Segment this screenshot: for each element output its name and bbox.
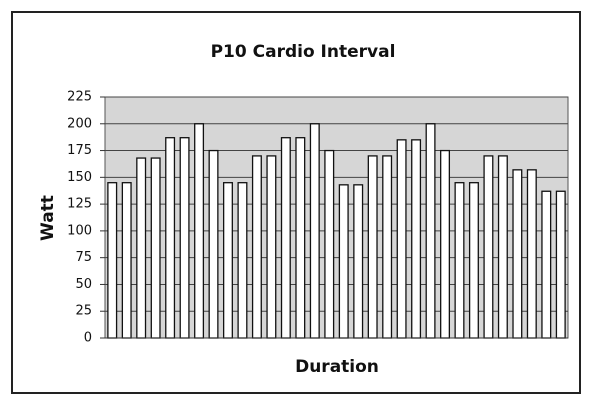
bar	[324, 149, 335, 339]
y-tick-label: 25	[75, 304, 92, 319]
bar	[382, 155, 393, 339]
bar	[179, 137, 190, 339]
bar	[237, 182, 248, 339]
bar	[280, 137, 291, 339]
bar	[454, 182, 465, 339]
bar	[338, 184, 349, 339]
bar	[208, 149, 219, 339]
y-tick-label: 75	[75, 250, 92, 265]
y-tick-label: 100	[67, 223, 92, 238]
bar	[194, 123, 205, 339]
bar	[367, 155, 378, 339]
y-tick-label: 200	[67, 116, 92, 131]
chart-title: P10 Cardio Interval	[211, 42, 396, 62]
bar	[483, 155, 494, 339]
bar	[150, 157, 161, 339]
y-tick-label: 150	[67, 170, 92, 185]
bar	[440, 149, 451, 339]
bar	[512, 169, 523, 339]
y-tick-label: 125	[67, 197, 92, 212]
y-tick-label: 50	[75, 277, 92, 292]
bar	[107, 182, 118, 339]
bar	[309, 123, 320, 339]
bar	[411, 139, 422, 339]
bar	[396, 139, 407, 339]
bar	[136, 157, 147, 339]
y-tick-label: 225	[67, 90, 92, 105]
bar	[555, 190, 566, 339]
bar	[541, 190, 552, 339]
bar	[497, 155, 508, 339]
y-axis-title: Watt	[38, 195, 58, 241]
bar	[353, 184, 364, 339]
y-tick-label: 175	[67, 143, 92, 158]
x-axis-title: Duration	[295, 357, 379, 377]
y-tick-label: 0	[84, 331, 92, 346]
bar	[526, 169, 537, 339]
bar	[468, 182, 479, 339]
bar	[251, 155, 262, 339]
bar	[425, 123, 436, 339]
bar	[121, 182, 132, 339]
bar	[165, 137, 176, 339]
bar	[266, 155, 277, 339]
bar	[222, 182, 233, 339]
bar	[295, 137, 306, 339]
